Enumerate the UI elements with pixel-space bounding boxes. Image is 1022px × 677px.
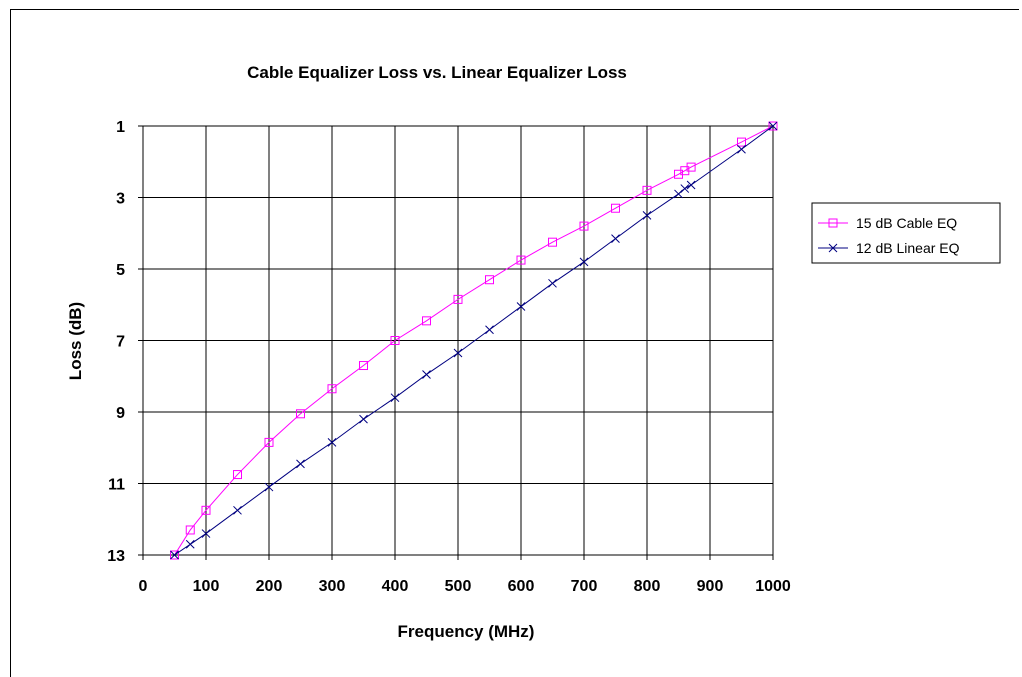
y-tick-label: 5 — [116, 262, 125, 279]
series-0 — [170, 121, 778, 560]
y-axis-label: Loss (dB) — [66, 302, 85, 380]
chart-title: Cable Equalizer Loss vs. Linear Equalize… — [247, 63, 627, 82]
series-1 — [170, 121, 778, 560]
data-point-square — [233, 470, 242, 480]
data-point-x — [296, 459, 305, 469]
data-point-square — [579, 221, 589, 231]
x-tick-label: 100 — [193, 578, 220, 595]
data-point-x — [737, 144, 746, 154]
x-tick-label: 600 — [508, 578, 535, 595]
data-point-square — [296, 409, 305, 419]
legend-label: 15 dB Cable EQ — [856, 215, 957, 231]
data-point-square — [686, 162, 696, 172]
grid — [138, 125, 774, 560]
y-tick-label: 11 — [108, 477, 125, 494]
chart-frame — [10, 9, 1019, 677]
legend-label: 12 dB Linear EQ — [856, 240, 960, 256]
data-point-x — [548, 278, 557, 288]
data-point-square — [548, 237, 557, 247]
data-point-x — [422, 370, 431, 379]
data-point-x — [233, 505, 242, 515]
legend-box — [811, 202, 1001, 264]
data-point-x — [264, 482, 274, 492]
series-line — [174, 125, 774, 556]
data-point-x — [201, 529, 211, 538]
data-point-square — [359, 361, 368, 371]
data-point-x — [579, 257, 589, 267]
data-point-square — [453, 294, 463, 304]
data-point-square — [264, 437, 274, 447]
x-tick-label: 700 — [571, 578, 598, 595]
y-tick-label: 9 — [116, 405, 125, 422]
y-tick-label: 3 — [116, 191, 125, 208]
x-tick-label: 500 — [445, 578, 472, 595]
y-tick-label: 13 — [107, 548, 125, 565]
data-point-square — [828, 218, 838, 228]
data-point-x — [327, 438, 337, 447]
data-point-square — [485, 275, 494, 285]
x-tick-label: 400 — [382, 578, 409, 595]
series-layer — [170, 121, 778, 560]
data-point-square — [642, 185, 652, 195]
data-point-x — [185, 539, 195, 549]
data-point-x — [170, 550, 179, 560]
data-point-x — [828, 243, 838, 253]
data-point-x — [516, 302, 526, 311]
data-point-x — [686, 180, 696, 190]
data-point-square — [185, 525, 195, 535]
x-tick-label: 0 — [139, 578, 148, 595]
data-point-square — [390, 336, 400, 345]
data-point-x — [642, 211, 652, 220]
legend: 15 dB Cable EQ 12 dB Linear EQ — [811, 202, 1001, 264]
x-axis-label: Frequency (MHz) — [398, 622, 535, 641]
data-point-x — [359, 414, 368, 424]
data-point-square — [422, 316, 431, 326]
y-tick-label: 1 — [116, 119, 125, 136]
data-point-x — [485, 325, 494, 335]
data-point-square — [170, 550, 179, 560]
x-tick-label: 200 — [256, 578, 283, 595]
x-tick-label: 800 — [634, 578, 661, 595]
data-point-square — [327, 384, 337, 394]
x-tick-label: 1000 — [755, 578, 791, 595]
data-point-x — [390, 393, 400, 403]
x-tick-label: 900 — [697, 578, 724, 595]
y-tick-label: 7 — [116, 334, 125, 351]
data-point-square — [516, 255, 526, 265]
data-point-x — [611, 234, 620, 243]
data-point-x — [768, 121, 778, 131]
data-point-square — [768, 121, 778, 131]
x-tick-labels: 0 100 200 300 400 500 600 700 800 900 1000 — [139, 578, 791, 595]
data-point-square — [201, 505, 211, 515]
data-point-x — [453, 348, 463, 358]
data-point-square — [737, 137, 746, 147]
data-point-square — [611, 203, 620, 213]
x-tick-label: 300 — [319, 578, 346, 595]
data-point-x — [674, 189, 683, 199]
data-point-x — [680, 184, 690, 193]
